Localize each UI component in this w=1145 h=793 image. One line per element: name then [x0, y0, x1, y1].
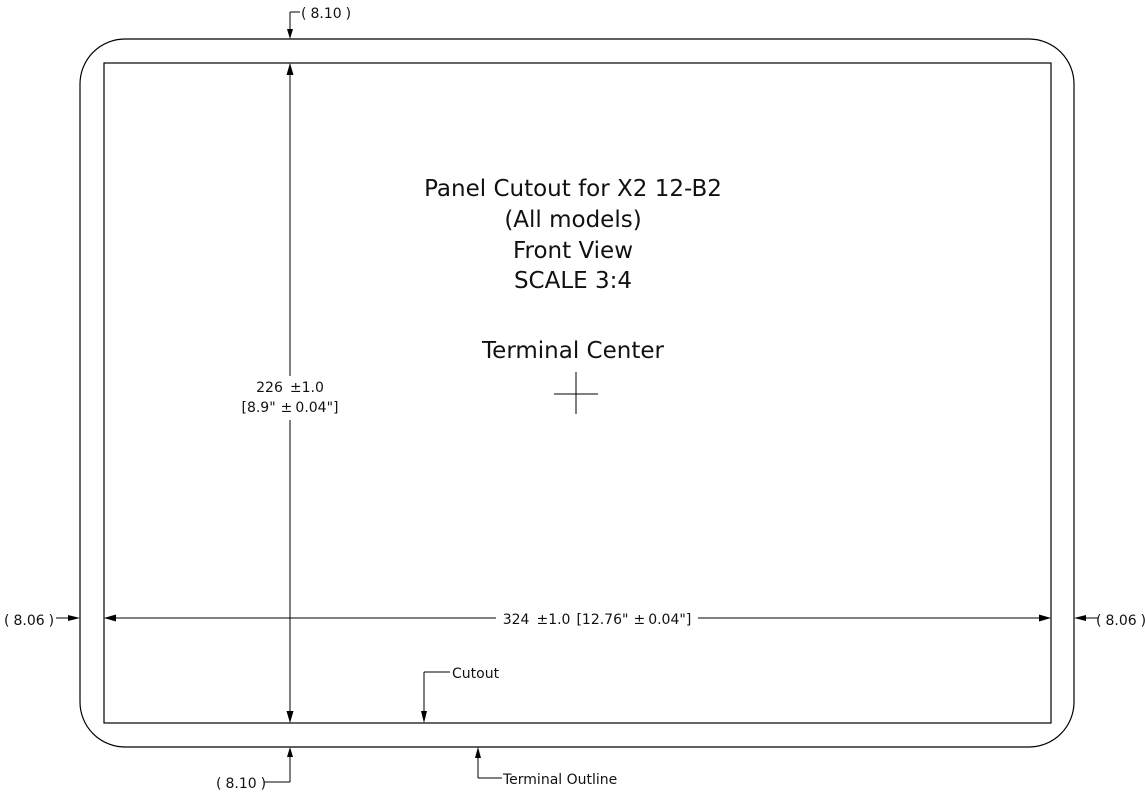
bottom-margin-close-paren: ) [261, 776, 266, 792]
right-margin-text: (8.06) [1096, 613, 1145, 629]
top-margin-text: (8.10) [301, 6, 351, 22]
width-arrow-left-icon [104, 614, 116, 622]
width-in-plus-minus: ± [633, 612, 645, 628]
height-dimension: 226 ±1.0 [8.9" ±0.04"] [241, 63, 339, 723]
bottom-margin-value: 8.10 [225, 776, 256, 792]
terminal-outline-arrow-icon [475, 747, 481, 758]
right-margin-close-paren: ) [1141, 613, 1145, 629]
height-in-tolerance: 0.04" [295, 400, 333, 416]
top-margin-open-paren: ( [301, 6, 306, 22]
width-open-bracket: [ [576, 612, 581, 628]
width-dimension: 324 ±1.0 [12.76" ±0.04"] [104, 612, 1051, 628]
right-margin-arrow-icon [1074, 615, 1086, 621]
bottom-margin-open-paren: ( [216, 776, 221, 792]
cutout-shape [103, 62, 1052, 724]
width-mm-value: 324 [503, 612, 530, 628]
right-margin-value: 8.06 [1105, 613, 1136, 629]
height-arrow-bottom-icon [286, 711, 294, 723]
height-in-close-bracket: ] [333, 400, 338, 416]
width-close-bracket: ] [686, 612, 691, 628]
left-margin-open-paren: ( [4, 613, 9, 629]
width-text: 324 ±1.0 [12.76" ±0.04"] [503, 612, 692, 628]
top-margin-arrow-icon [287, 29, 293, 39]
terminal-center-label: Terminal Center [481, 338, 664, 364]
bottom-margin-callout: (8.10) [216, 747, 293, 792]
left-margin-arrow-icon [68, 615, 80, 621]
width-in-tolerance: 0.04" [648, 612, 686, 628]
height-in-plus-minus: ± [281, 400, 293, 416]
height-arrow-top-icon [286, 63, 294, 75]
cutout-label: Cutout [452, 666, 500, 682]
drawing-title: Panel Cutout for X2 12-B2 (All models) F… [424, 176, 722, 294]
title-line-2: (All models) [504, 207, 641, 233]
terminal-center-crosshair-icon [554, 372, 598, 414]
left-margin-close-paren: ) [49, 613, 54, 629]
width-in-value: 12.76" [582, 612, 629, 628]
height-mm-text: 226 ±1.0 [256, 380, 324, 396]
bottom-margin-text: (8.10) [216, 776, 266, 792]
right-margin-callout: (8.06) [1074, 613, 1145, 629]
width-mm-tolerance: 1.0 [548, 612, 570, 628]
height-in-value: 8.9" [247, 400, 276, 416]
left-margin-callout: (8.06) [4, 613, 80, 629]
terminal-outline-label: Terminal Outline [502, 772, 617, 788]
height-in-open-bracket: [ [241, 400, 246, 416]
cutout-leader: Cutout [421, 666, 500, 723]
terminal-outline-shape [79, 38, 1075, 748]
terminal-outline-leader: Terminal Outline [475, 747, 617, 788]
title-line-1: Panel Cutout for X2 12-B2 [424, 176, 722, 202]
width-arrow-right-icon [1039, 614, 1051, 622]
top-margin-callout: (8.10) [287, 6, 351, 39]
height-mm-value: 226 [256, 380, 283, 396]
top-margin-close-paren: ) [346, 6, 351, 22]
title-line-3: Front View [513, 238, 633, 264]
height-mm-tolerance: 1.0 [302, 380, 324, 396]
height-plus-minus: ± [290, 380, 302, 396]
width-plus-minus: ± [536, 612, 548, 628]
height-in-text: [8.9" ±0.04"] [241, 400, 338, 416]
cutout-leader-arrow-icon [421, 711, 427, 723]
bottom-margin-arrow-icon [287, 747, 293, 757]
right-margin-open-paren: ( [1096, 613, 1101, 629]
left-margin-value: 8.06 [13, 613, 44, 629]
title-scale: SCALE 3:4 [514, 268, 632, 294]
top-margin-value: 8.10 [310, 6, 341, 22]
left-margin-text: (8.06) [4, 613, 54, 629]
